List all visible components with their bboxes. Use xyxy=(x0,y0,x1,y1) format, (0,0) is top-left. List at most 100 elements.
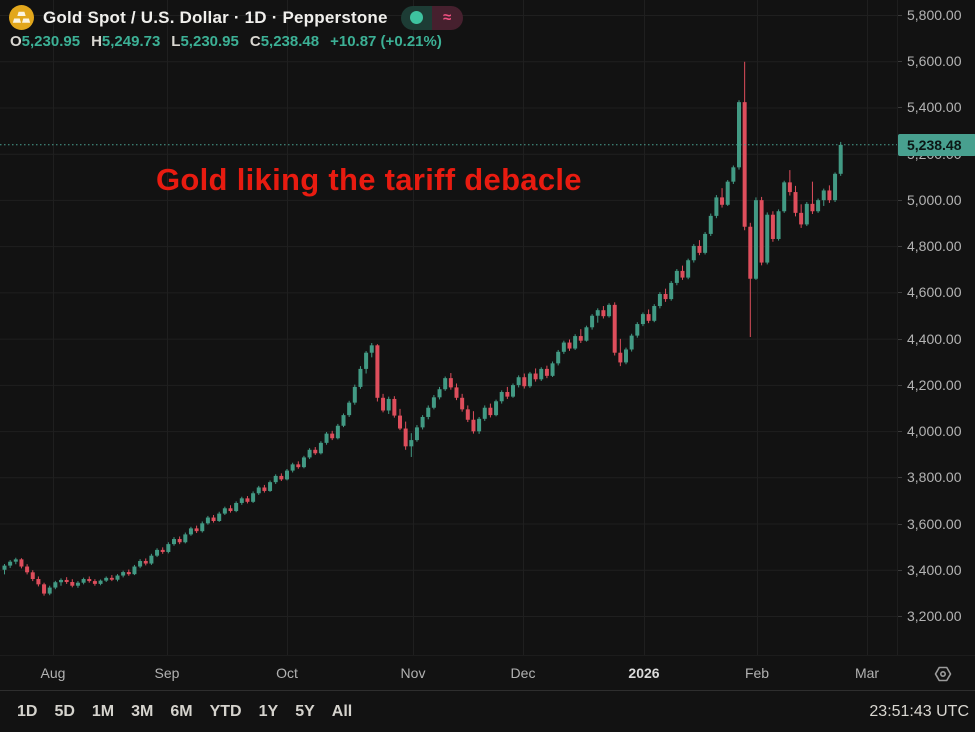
candle-body xyxy=(646,314,651,321)
candle-body xyxy=(386,398,391,411)
candle-body xyxy=(228,508,233,512)
candle-body xyxy=(70,582,75,586)
price-axis-label: 3,600.00 xyxy=(907,515,962,532)
market-status-toggle[interactable]: ≈ xyxy=(400,5,463,30)
candle-body xyxy=(358,368,363,387)
time-axis-label-oct: Oct xyxy=(276,665,298,681)
candlestick-chart[interactable] xyxy=(0,0,897,655)
price-axis-tick xyxy=(898,246,902,248)
candle-body xyxy=(217,513,222,521)
price-axis-tick xyxy=(898,292,902,294)
range-ytd-button[interactable]: YTD xyxy=(209,703,242,720)
candle-body xyxy=(318,442,323,454)
candle-body xyxy=(313,449,318,454)
candle-body xyxy=(330,433,335,439)
candle-body xyxy=(561,342,566,352)
ohlc-l: L5,230.95 xyxy=(171,33,239,50)
candle-body xyxy=(245,498,250,502)
chart-area[interactable]: Gold Spot / U.S. Dollar · 1D · Peppersto… xyxy=(0,0,897,655)
range-1d-button[interactable]: 1D xyxy=(17,703,38,720)
time-axis-label-2026: 2026 xyxy=(628,665,660,681)
candle-body xyxy=(104,577,109,581)
candle-body xyxy=(296,464,301,468)
ohlc-letter: C xyxy=(249,33,261,50)
candle-body xyxy=(273,475,278,483)
range-1m-button[interactable]: 1M xyxy=(91,703,115,720)
candle-body xyxy=(200,523,205,532)
ohlc-value: 5,230.95 xyxy=(21,33,81,50)
candle-body xyxy=(290,464,295,471)
candle-body xyxy=(833,173,838,201)
candle-body xyxy=(420,416,425,428)
range-toolbar: 1D 5D 1M 3M 6M YTD 1Y 5Y All 23:51:43 UTC xyxy=(0,690,975,732)
time-axis-label-mar: Mar xyxy=(854,665,880,681)
range-1y-button[interactable]: 1Y xyxy=(258,703,279,720)
price-axis-tick xyxy=(898,107,902,109)
candle-body xyxy=(640,314,645,325)
candle-body xyxy=(398,415,402,429)
settings-gear-icon[interactable] xyxy=(933,664,953,684)
candle-body xyxy=(578,336,583,341)
price-axis-tick xyxy=(898,338,902,340)
range-3m-button[interactable]: 3M xyxy=(131,703,154,720)
candle-body xyxy=(686,260,691,278)
price-axis-tick xyxy=(898,61,902,63)
annotation-text[interactable]: Gold liking the tariff debacle xyxy=(156,162,582,197)
candle-body xyxy=(403,428,408,447)
price-axis-tick xyxy=(898,15,902,16)
price-axis-label: 4,800.00 xyxy=(907,238,962,255)
ohlc-row: O5,230.95 H5,249.73 L5,230.95 C5,238.48 +10.… xyxy=(10,33,442,50)
price-axis-tick xyxy=(898,523,902,525)
candle-body xyxy=(787,182,792,193)
candle-body xyxy=(222,508,227,514)
candle-body xyxy=(731,167,736,182)
candle-body xyxy=(505,392,510,397)
candle-body xyxy=(601,310,606,317)
candle-body xyxy=(42,584,47,594)
price-axis-tick xyxy=(898,477,902,479)
price-axis-tick xyxy=(898,616,902,617)
time-axis-label-feb: Feb xyxy=(744,665,770,681)
price-axis-label: 3,800.00 xyxy=(907,469,962,486)
candle-body xyxy=(64,579,69,583)
range-5y-button[interactable]: 5Y xyxy=(295,703,315,720)
candle-body xyxy=(132,566,137,575)
current-price-tag: 5,238.48 xyxy=(898,133,975,156)
ohlc-value: 5,249.73 xyxy=(101,33,161,50)
candle-body xyxy=(499,392,504,402)
ohlc-letter: H xyxy=(91,33,102,50)
candle-body xyxy=(239,498,244,503)
candle-body xyxy=(742,102,747,227)
candle-body xyxy=(369,345,374,353)
candle-body xyxy=(448,378,453,388)
range-all-button[interactable]: All xyxy=(331,703,353,720)
ohlc-letter: L xyxy=(171,33,181,50)
candle-body xyxy=(443,378,448,390)
approx-price-icon: ≈ xyxy=(431,5,463,30)
ohlc-value: 5,238.48 xyxy=(260,33,320,50)
candle-body xyxy=(776,211,781,239)
candle-body xyxy=(285,470,289,480)
candle-body xyxy=(799,212,804,225)
candle-body xyxy=(166,544,171,552)
candle-body xyxy=(810,203,815,212)
time-axis[interactable]: Aug Sep Oct Nov Dec 2026 Feb Mar xyxy=(0,655,975,691)
candle-body xyxy=(544,368,549,376)
price-axis-label: 5,400.00 xyxy=(907,99,962,116)
candle-body xyxy=(624,349,628,363)
price-axis-label: 4,400.00 xyxy=(907,330,962,347)
candle-body xyxy=(143,560,148,564)
candle-body xyxy=(838,144,843,174)
range-6m-button[interactable]: 6M xyxy=(170,703,193,720)
candle-body xyxy=(669,282,674,300)
symbol-title[interactable]: Gold Spot / U.S. Dollar · 1D · Peppersto… xyxy=(43,7,388,27)
price-axis-label: 3,200.00 xyxy=(907,608,962,624)
candle-body xyxy=(414,427,419,441)
candle-body xyxy=(737,102,741,168)
candle-body xyxy=(347,402,352,416)
candle-body xyxy=(827,190,832,201)
price-axis[interactable]: 5,238.48 5,800.005,600.005,400.005,200.0… xyxy=(897,0,975,655)
price-axis-label: 4,200.00 xyxy=(907,376,962,393)
market-open-dot-icon xyxy=(400,5,432,30)
range-5d-button[interactable]: 5D xyxy=(54,703,75,720)
